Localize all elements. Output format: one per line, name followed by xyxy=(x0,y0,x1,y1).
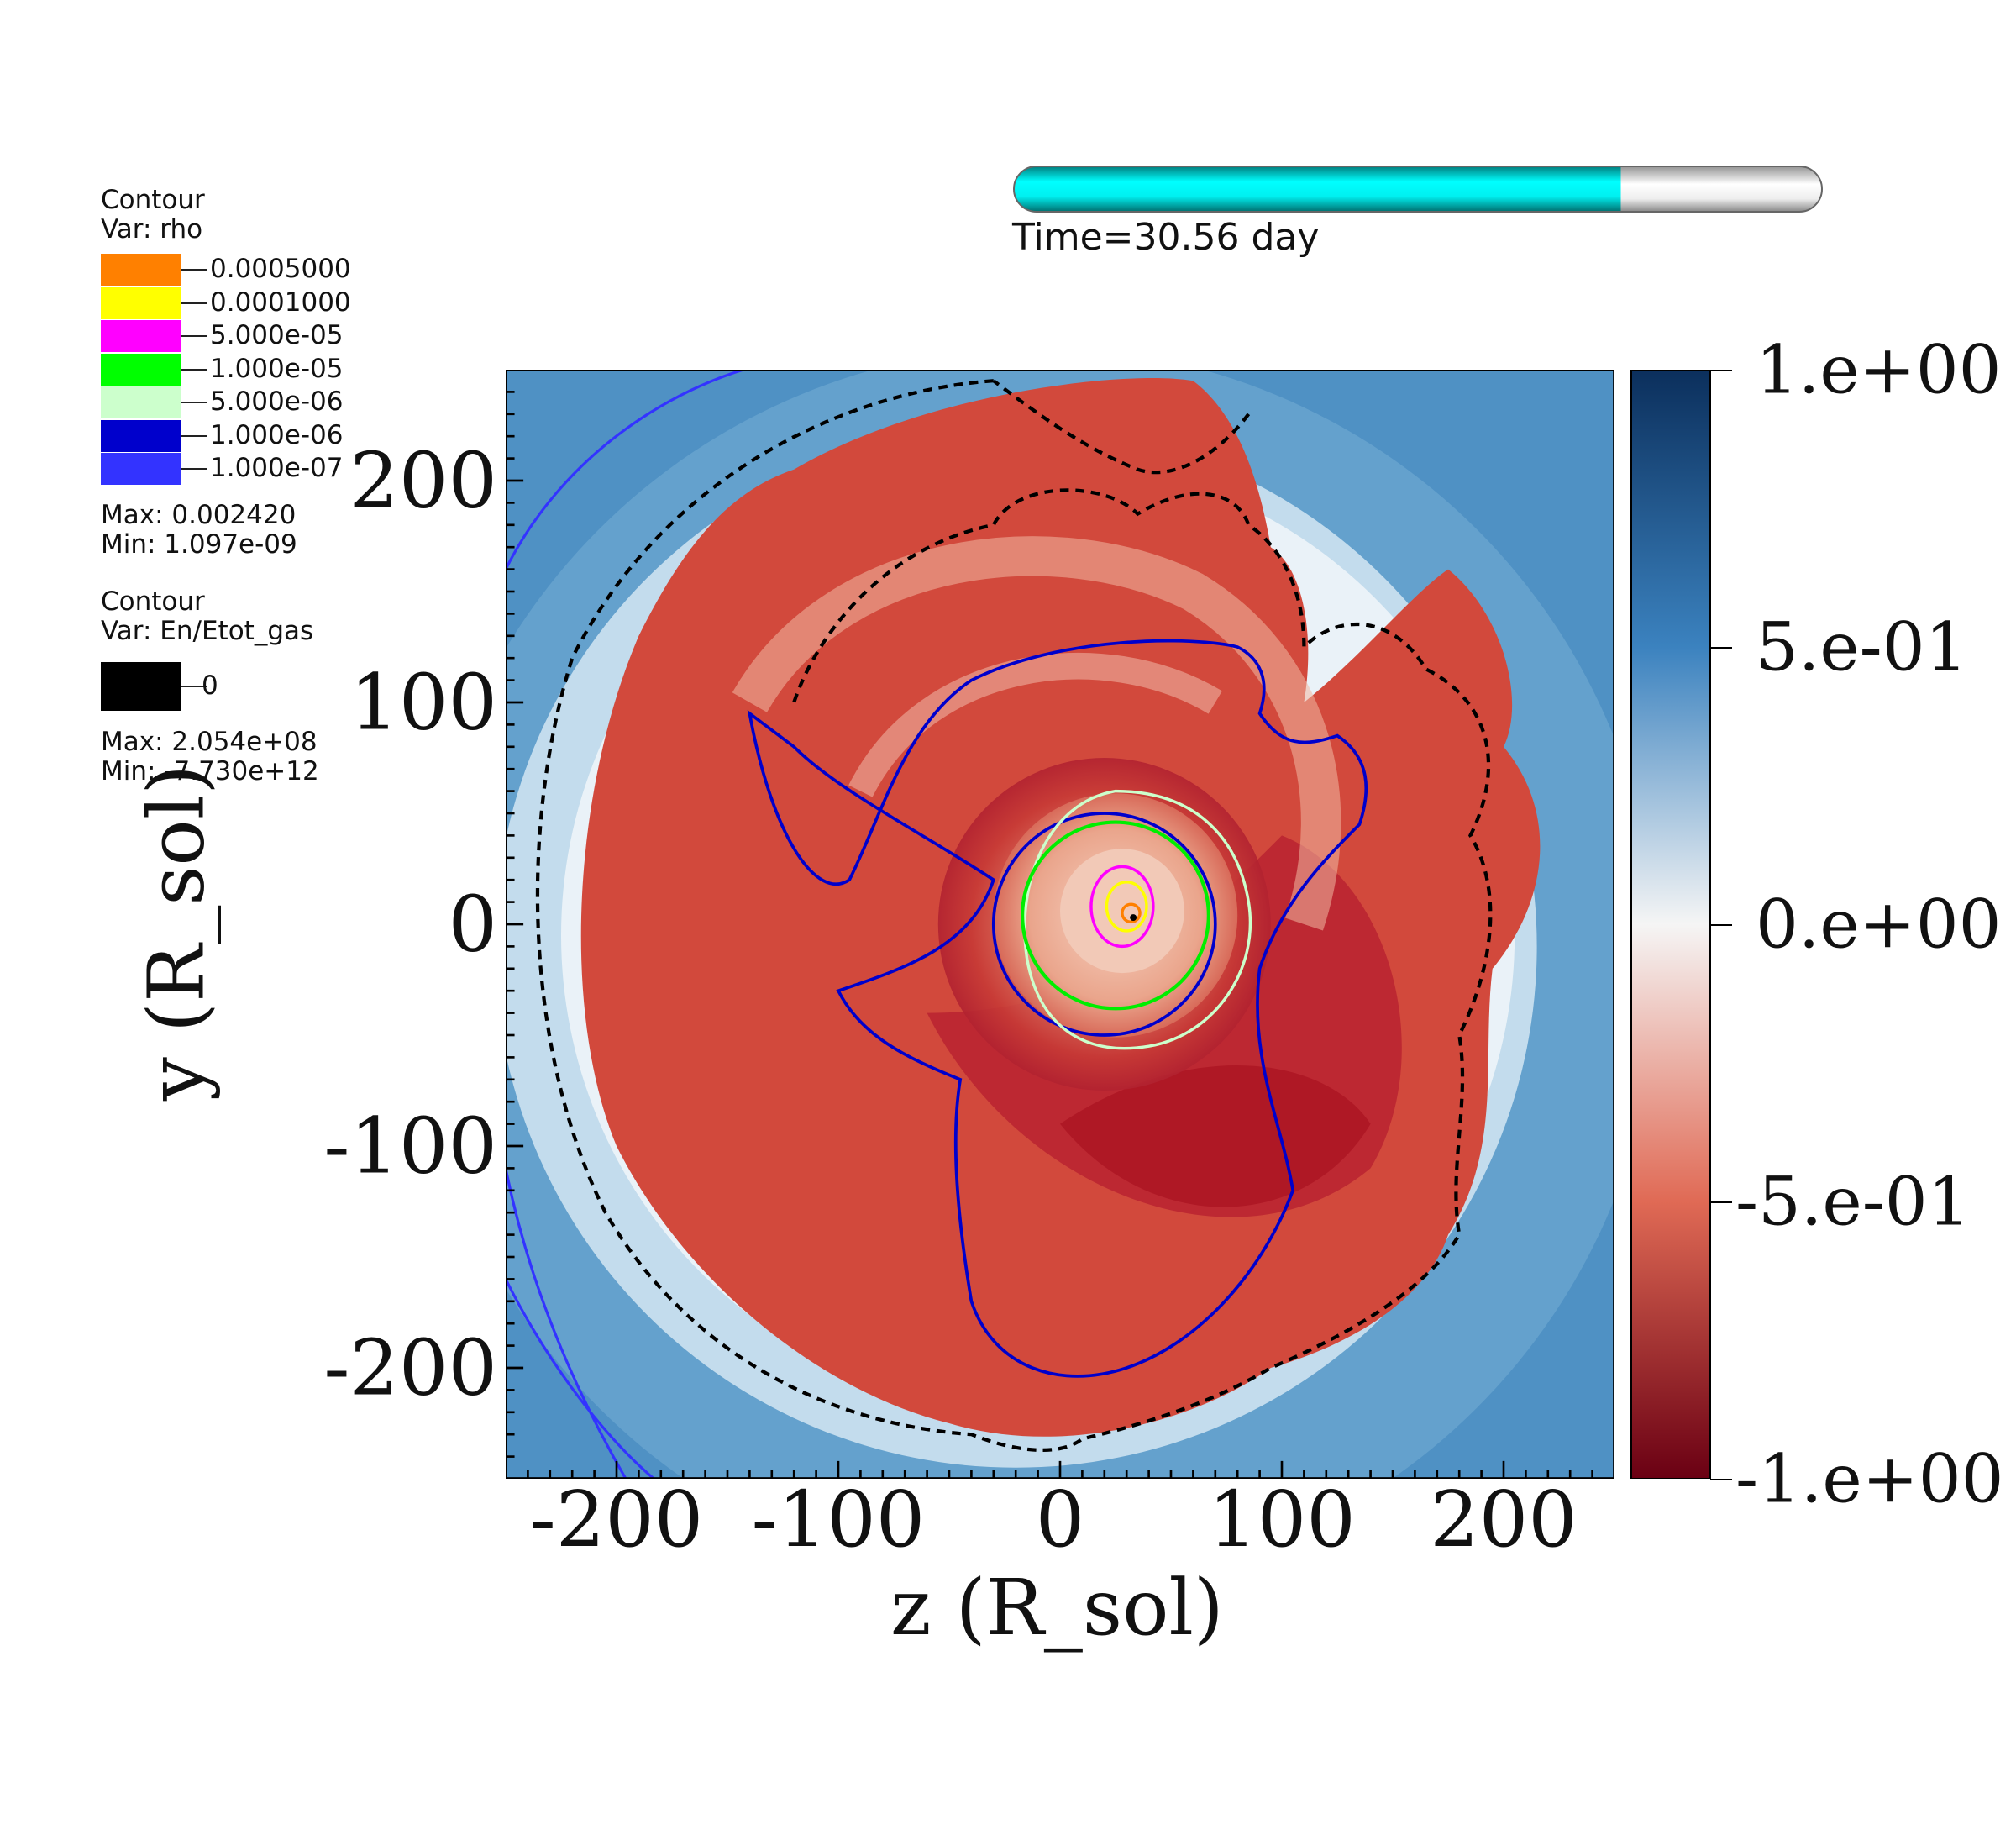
legend-rho-tick xyxy=(181,434,207,437)
legend-rho-swatch xyxy=(101,254,181,286)
x-tick-label: 100 xyxy=(1208,1475,1356,1564)
legend-rho-tick xyxy=(181,402,207,403)
legend-energy-title: Contour xyxy=(101,586,205,617)
legend-rho-level-label: 0.0005000 xyxy=(210,254,351,284)
x-tick-label: -200 xyxy=(529,1475,704,1564)
legend-energy-var: Var: En/Etot_gas xyxy=(101,616,314,646)
legend-rho-min: Min: 1.097e-09 xyxy=(101,529,297,560)
legend-energy-max: Max: 2.054e+08 xyxy=(101,727,318,757)
colorbar-tick-label: 0.e+00 xyxy=(1756,885,2002,964)
plot-area xyxy=(506,370,1614,1479)
legend-rho-swatch xyxy=(101,320,181,352)
legend-rho-level-label: 1.000e-05 xyxy=(210,353,344,384)
time-bar-fill xyxy=(1014,166,1621,212)
legend-energy-level-label: 0 xyxy=(202,670,218,701)
y-tick-label: 200 xyxy=(349,435,497,526)
y-tick-label: -200 xyxy=(323,1322,497,1413)
colorbar-tick xyxy=(1710,1201,1732,1203)
y-tick-label: -100 xyxy=(323,1101,497,1191)
legend-energy-tick xyxy=(181,686,207,687)
x-axis-label: z (R_sol) xyxy=(890,1563,1224,1653)
legend-rho-swatch xyxy=(101,353,181,386)
rho-contour-1e-06 xyxy=(747,639,1368,1378)
legend-rho-tick xyxy=(181,269,207,271)
legend-rho-title: Contour xyxy=(101,185,205,215)
legend-rho-tick xyxy=(181,335,207,337)
colorbar xyxy=(1630,370,1711,1479)
rho-contour-5e-04 xyxy=(1121,902,1142,924)
colorbar-tick xyxy=(1710,370,1732,371)
legend-rho-level-label: 1.000e-06 xyxy=(210,419,344,450)
colorbar-tick-label: -5.e-01 xyxy=(1735,1162,1971,1241)
legend-rho-swatch xyxy=(101,287,181,319)
legend-rho-swatch xyxy=(101,453,181,485)
y-tick-label: 0 xyxy=(448,879,497,970)
colorbar-gradient xyxy=(1630,370,1711,1479)
legend-rho-level-label: 5.000e-05 xyxy=(210,320,344,350)
legend-rho-level-label: 5.000e-06 xyxy=(210,386,344,417)
legend-rho-swatch xyxy=(101,386,181,418)
legend-rho-tick xyxy=(181,468,207,470)
y-tick-label: 100 xyxy=(349,657,497,748)
legend-energy-min: Min: -7.730e+12 xyxy=(101,756,319,786)
legend-rho-var: Var: rho xyxy=(101,214,203,244)
axis-ticks xyxy=(506,391,1593,1479)
colorbar-tick-label: 5.e-01 xyxy=(1756,607,1968,686)
legend-rho-swatch xyxy=(101,419,181,452)
colorbar-tick-label: -1.e+00 xyxy=(1735,1439,2004,1518)
legend-rho-tick xyxy=(181,368,207,371)
rho-contour-1e-04 xyxy=(1105,881,1148,933)
x-tick-label: 0 xyxy=(1035,1475,1085,1564)
legend-rho-max: Max: 0.002420 xyxy=(101,500,297,530)
legend-rho-tick xyxy=(181,302,207,304)
y-axis-label: y (R_sol) xyxy=(131,764,222,1102)
x-tick-label: 200 xyxy=(1430,1475,1578,1564)
legend-rho-level-label: 1.000e-07 xyxy=(210,453,344,483)
rho-contour-5e-05 xyxy=(1089,865,1155,949)
time-label: Time=30.56 day xyxy=(1012,216,1320,259)
rho-contour-1e-05 xyxy=(1021,820,1210,1011)
colorbar-tick-label: 1.e+00 xyxy=(1756,330,2002,409)
colorbar-tick xyxy=(1710,647,1732,649)
energy-zero-contour xyxy=(535,379,1493,1453)
x-tick-label: -100 xyxy=(751,1475,926,1564)
colorbar-tick xyxy=(1710,924,1732,926)
rho-contour-1e-07 xyxy=(506,370,748,1479)
legend-rho-level-label: 0.0001000 xyxy=(210,287,351,318)
time-progress-bar xyxy=(1013,166,1823,213)
colorbar-tick xyxy=(1710,1479,1732,1480)
core-marker xyxy=(1130,914,1137,922)
legend-energy-swatch xyxy=(101,662,181,711)
